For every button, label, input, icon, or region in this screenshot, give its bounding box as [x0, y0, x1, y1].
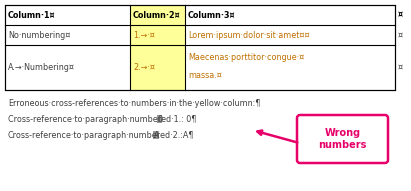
Text: Column·2¤: Column·2¤: [133, 11, 180, 19]
Bar: [130, 45, 185, 90]
Text: Cross-reference·to·paragraph·numbered·1.: 0¶: Cross-reference·to·paragraph·numbered·1.…: [8, 114, 196, 124]
FancyBboxPatch shape: [297, 115, 388, 163]
Text: Erroneous·cross-references·to·numbers·in·the·yellow·column:¶: Erroneous·cross-references·to·numbers·in…: [8, 99, 261, 108]
Bar: [5, 5, 395, 90]
Text: massa.¤: massa.¤: [188, 71, 222, 80]
Text: No·numbering¤: No·numbering¤: [8, 31, 70, 40]
FancyArrowPatch shape: [257, 130, 297, 142]
Text: Lorem·ipsum·dolor·sit·amet¤¤: Lorem·ipsum·dolor·sit·amet¤¤: [188, 31, 309, 40]
Text: Maecenas·porttitor·congue·¤: Maecenas·porttitor·congue·¤: [188, 53, 304, 62]
Text: Column·1¤: Column·1¤: [8, 11, 55, 19]
Bar: [130, 25, 185, 45]
Bar: [153, 131, 159, 139]
Text: ¤: ¤: [398, 31, 403, 40]
Text: A.→·Numbering¤: A.→·Numbering¤: [8, 63, 75, 72]
Text: Cross-reference·to·paragraph·numbered·2.:A¶: Cross-reference·to·paragraph·numbered·2.…: [8, 130, 194, 139]
Text: Wrong
numbers: Wrong numbers: [318, 128, 367, 150]
Text: ¤: ¤: [398, 63, 403, 72]
Text: Column·3¤: Column·3¤: [188, 11, 236, 19]
Text: 2.→·¤: 2.→·¤: [133, 63, 155, 72]
Text: A: A: [154, 130, 159, 139]
Text: 1.→·¤: 1.→·¤: [133, 31, 155, 40]
Bar: [130, 5, 185, 25]
Bar: [157, 115, 162, 123]
Text: ¤: ¤: [398, 11, 403, 19]
Text: 0: 0: [157, 114, 162, 124]
